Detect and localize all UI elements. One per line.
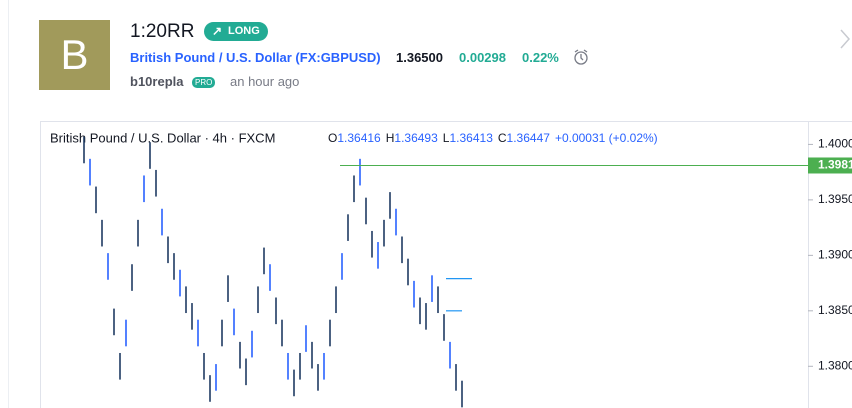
y-tick-label: 1.3850 — [818, 303, 852, 317]
badge-text: LONG — [228, 25, 260, 37]
price-tag — [808, 157, 852, 174]
pro-badge: PRO — [192, 77, 216, 88]
legend-o-label: O — [328, 131, 337, 145]
change: 0.00298 — [459, 50, 506, 65]
ohlc-legend: O1.36416 H1.36493 L1.36413 C1.36447 +0.00031… — [328, 131, 658, 145]
y-tick-label: 1.3800 — [818, 358, 852, 372]
legend-o: 1.36416 — [337, 131, 381, 145]
change-pct: 0.22% — [522, 50, 559, 65]
symbol-name[interactable]: British Pound / U.S. Dollar — [130, 50, 292, 65]
symbol-code[interactable]: (FX:GBPUSD) — [295, 50, 381, 65]
legend-l: 1.36413 — [449, 131, 493, 145]
time: an hour ago — [230, 74, 300, 89]
border — [8, 0, 9, 408]
legend-change: +0.00031 (+0.02%) — [555, 131, 658, 145]
idea-title[interactable]: 1:20RR — [130, 21, 195, 42]
chart-frame — [40, 121, 852, 408]
chart-legend-name: British Pound / U.S. Dollar · 4h · FXCM — [50, 130, 275, 145]
y-tick-label: 1.3950 — [818, 192, 852, 206]
price: 1.36500 — [396, 50, 443, 65]
legend-c-label: C — [498, 131, 507, 145]
y-tick-label: 1.3900 — [818, 248, 852, 262]
legend-h-label: H — [386, 131, 395, 145]
price-tag-label: 1.3981 — [818, 158, 852, 172]
author[interactable]: b10repla — [130, 74, 184, 89]
symbol-link[interactable]: British Pound / U.S. Dollar (FX:GBPUSD) — [130, 50, 381, 65]
legend-l-label: L — [443, 131, 450, 145]
y-tick-label: 1.4000 — [818, 137, 852, 151]
alarm-icon[interactable] — [572, 48, 592, 68]
next-arrow[interactable] — [838, 28, 852, 50]
legend-h: 1.36493 — [394, 131, 438, 145]
legend-c: 1.36447 — [507, 131, 551, 145]
avatar[interactable]: B — [39, 20, 110, 90]
long-badge: ↗ LONG — [204, 22, 268, 41]
